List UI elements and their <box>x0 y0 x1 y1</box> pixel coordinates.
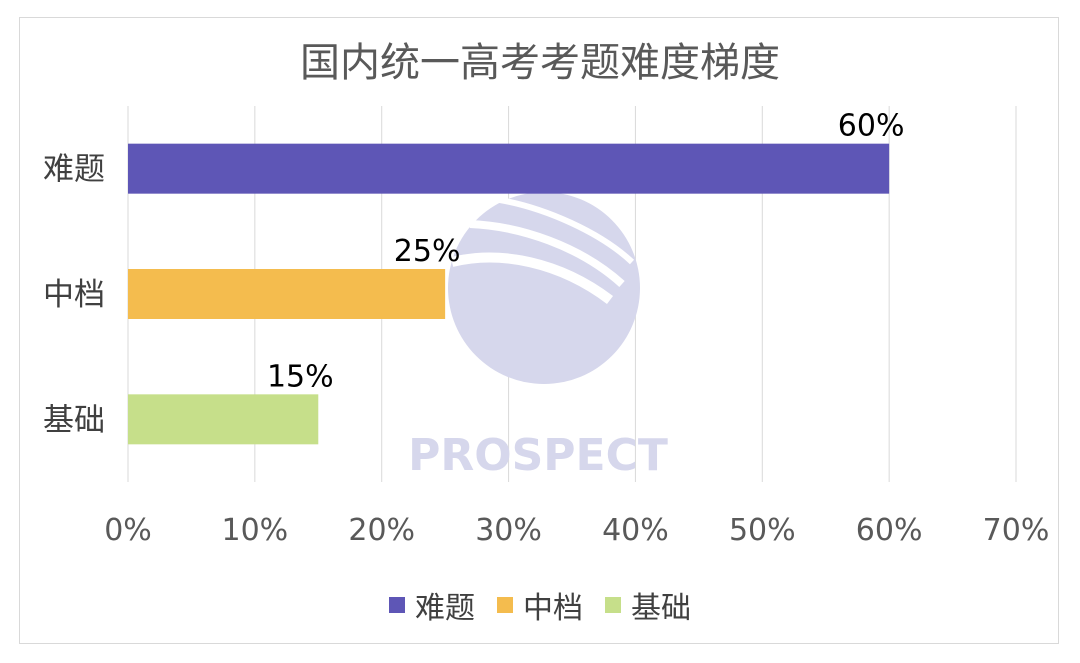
bar-series <box>128 143 890 445</box>
legend-item: 难题 <box>389 583 475 627</box>
watermark-logo-icon <box>448 192 640 384</box>
bar <box>128 269 446 319</box>
data-label: 15% <box>267 359 334 394</box>
watermark-text: PROSPECT <box>408 430 668 481</box>
legend-swatch <box>497 597 513 613</box>
data-labels: 60% 25% 15% <box>267 109 905 395</box>
watermark-logo-stripe <box>499 197 635 265</box>
x-tick-label: 60% <box>856 513 923 548</box>
legend-item: 中档 <box>497 583 583 627</box>
category-label: 基础 <box>43 402 105 438</box>
legend-swatch <box>389 597 405 613</box>
data-label: 25% <box>394 234 461 269</box>
x-tick-labels: 0% 10% 20% 30% 40% 50% 60% 70% <box>104 513 1049 548</box>
watermark-logo-stripe <box>469 220 625 287</box>
legend-label: 中档 <box>523 591 583 626</box>
bar <box>128 143 890 194</box>
x-tick-label: 0% <box>104 513 152 548</box>
legend-label: 难题 <box>415 591 475 626</box>
x-tick-label: 10% <box>222 513 289 548</box>
x-tick-label: 30% <box>475 513 542 548</box>
prospect-watermark: PROSPECT <box>408 192 668 481</box>
category-label: 难题 <box>43 152 105 188</box>
x-tick-label: 70% <box>983 513 1050 548</box>
legend-label: 基础 <box>631 591 691 626</box>
x-tick-label: 20% <box>348 513 415 548</box>
x-tick-label: 40% <box>602 513 669 548</box>
category-label: 中档 <box>43 277 105 313</box>
legend-swatch <box>605 597 621 613</box>
x-tick-label: 50% <box>729 513 796 548</box>
legend-item: 基础 <box>605 583 691 627</box>
bar <box>128 394 319 445</box>
data-label: 60% <box>838 109 905 144</box>
chart-title: 国内统一高考考题难度梯度 <box>300 40 780 86</box>
watermark-logo-stripe <box>450 252 614 304</box>
legend: 难题 中档 基础 <box>0 583 1080 627</box>
